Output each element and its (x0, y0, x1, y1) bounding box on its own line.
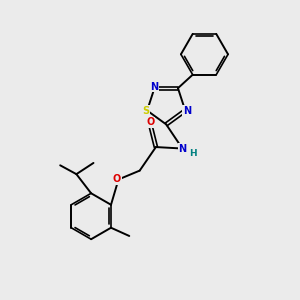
Text: S: S (142, 106, 149, 116)
Text: O: O (146, 117, 155, 127)
Text: N: N (150, 82, 158, 92)
Text: N: N (183, 106, 191, 116)
Text: O: O (113, 174, 121, 184)
Text: H: H (189, 149, 196, 158)
Text: N: N (178, 143, 187, 154)
